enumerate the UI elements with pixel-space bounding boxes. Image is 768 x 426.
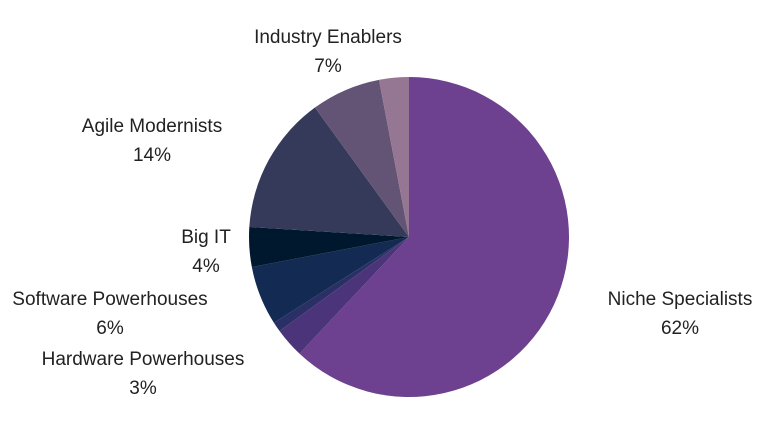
pie-slice-unlabeled-2 [273, 237, 409, 332]
pie-slice-niche-specialists [299, 77, 570, 397]
slice-label-agile-modernists: Agile Modernists [82, 116, 222, 137]
pie-slice-agile-modernists [249, 107, 409, 237]
slice-label-industry-enablers: Industry Enablers [254, 27, 402, 48]
slice-percent-industry-enablers: 7% [314, 56, 342, 77]
pie-labels: Niche Specialists 62% Hardware Powerhouses… [12, 27, 752, 399]
pie-slice-unlabeled-7 [379, 77, 409, 237]
slice-label-software-powerhouses: Software Powerhouses [12, 289, 207, 310]
pie-slice-industry-enablers [314, 79, 409, 237]
slice-percent-niche-specialists: 62% [661, 318, 699, 339]
slice-percent-agile-modernists: 14% [133, 145, 171, 166]
slice-percent-software-powerhouses: 6% [96, 318, 124, 339]
pie-slice-software-powerhouses [251, 237, 409, 323]
slice-percent-big-it: 4% [192, 256, 220, 277]
pie-slice-big-it [249, 226, 409, 267]
slice-label-big-it: Big IT [181, 227, 231, 248]
slice-percent-hardware-powerhouses: 3% [129, 378, 157, 399]
slice-label-niche-specialists: Niche Specialists [608, 289, 753, 310]
pie-slice-hardware-powerhouses [279, 237, 409, 354]
pie-slices [249, 77, 570, 397]
slice-label-hardware-powerhouses: Hardware Powerhouses [42, 349, 245, 370]
